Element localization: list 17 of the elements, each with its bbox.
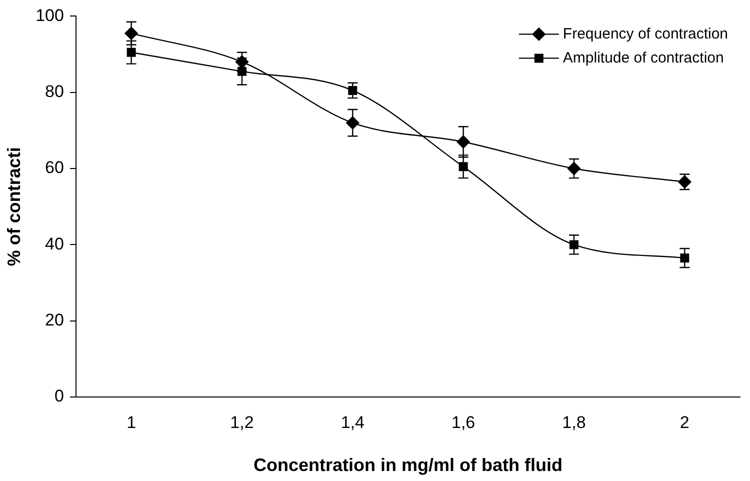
y-tick-label: 80 xyxy=(45,82,64,102)
y-tick-label: 60 xyxy=(45,158,64,178)
y-tick-label: 100 xyxy=(36,6,64,25)
point xyxy=(570,240,578,250)
x-tick-label: 2 xyxy=(680,412,690,432)
y-tick-label: 40 xyxy=(45,234,64,254)
x-tick-label: 1,4 xyxy=(340,412,364,432)
legend-label: Amplitude of contraction xyxy=(562,49,724,66)
y-axis-title: % of contracti xyxy=(4,147,24,266)
x-tick-label: 1,6 xyxy=(452,412,476,432)
y-tick-label: 0 xyxy=(54,386,64,406)
x-axis-title: Concentration in mg/ml of bath fluid xyxy=(253,455,562,476)
x-tick-label: 1,2 xyxy=(230,412,254,432)
x-tick-label: 1,8 xyxy=(562,412,586,432)
x-tick-label: 1 xyxy=(126,412,136,432)
y-tick-label: 20 xyxy=(45,310,64,330)
legend-label: Frequency of contraction xyxy=(562,25,728,42)
